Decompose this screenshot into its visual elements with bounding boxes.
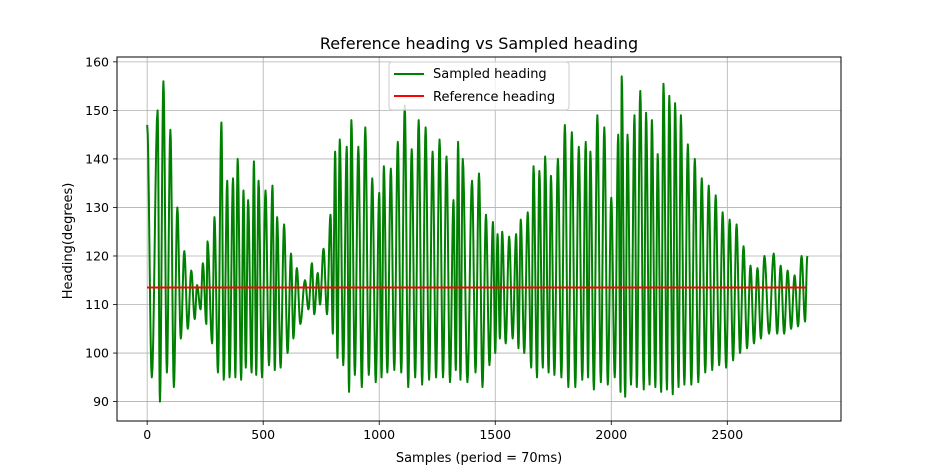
series-line-sampled-heading	[146, 75, 809, 403]
x-tick-label: 2500	[711, 427, 743, 442]
x-tick-label: 500	[251, 427, 275, 442]
legend-label-reference: Reference heading	[433, 90, 555, 105]
y-tick-label: 100	[85, 346, 109, 361]
y-tick-label: 140	[85, 151, 109, 166]
y-tick-label: 90	[93, 394, 109, 409]
x-tick-label: 2000	[595, 427, 627, 442]
legend: Sampled heading Reference heading	[388, 61, 570, 111]
y-tick-label: 120	[85, 248, 109, 263]
legend-label-sampled: Sampled heading	[433, 67, 547, 82]
ticks: 0 500 1000 1500 2000 2500 90 100 110 120 130 140 150…	[85, 54, 743, 442]
chart-title: Reference heading vs Sampled heading	[320, 34, 638, 53]
plot-frame	[116, 56, 842, 422]
plot-area	[146, 75, 809, 403]
y-axis-label: Heading(degrees)	[61, 183, 76, 300]
y-tick-label: 110	[85, 297, 109, 312]
y-tick-label: 150	[85, 103, 109, 118]
x-tick-label: 1000	[363, 427, 395, 442]
x-tick-label: 1500	[479, 427, 511, 442]
x-axis-label: Samples (period = 70ms)	[396, 451, 562, 466]
y-tick-label: 160	[85, 54, 109, 69]
legend-box	[388, 61, 570, 111]
x-tick-label: 0	[143, 427, 151, 442]
y-tick-label: 130	[85, 200, 109, 215]
